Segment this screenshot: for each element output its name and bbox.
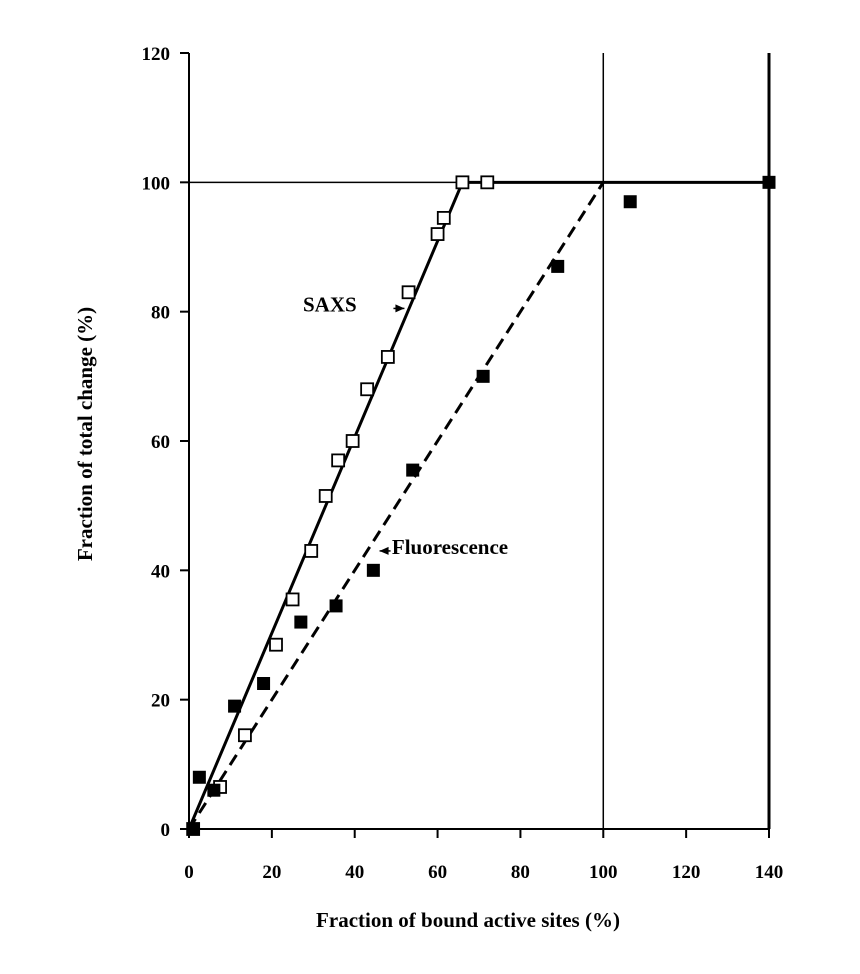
x-tick-label: 0 (184, 862, 194, 883)
data-point (345, 434, 360, 448)
data-point (285, 592, 300, 607)
y-tick-label: 0 (161, 820, 171, 841)
data-point (238, 728, 252, 743)
series-fluorescence (186, 175, 776, 836)
data-point (269, 637, 283, 652)
data-point (366, 563, 380, 577)
annotation-arrow (393, 304, 405, 313)
data-point (318, 489, 333, 503)
data-point (228, 699, 242, 713)
data-point (436, 210, 451, 225)
annotation-label: Fluorescence (392, 535, 508, 559)
data-point (762, 175, 776, 189)
y-tick-label: 100 (142, 173, 171, 194)
fit-lines (187, 180, 769, 830)
x-tick-label: 40 (345, 862, 364, 883)
axes (180, 52, 771, 838)
x-tick-label: 140 (755, 862, 784, 883)
data-point (257, 677, 271, 690)
data-point (192, 770, 206, 784)
data-point (551, 259, 565, 273)
y-tick-label: 60 (151, 432, 170, 453)
y-tick-label: 40 (151, 561, 170, 582)
data-point (476, 369, 490, 383)
y-tick-label: 80 (151, 303, 170, 324)
data-point (294, 615, 308, 629)
data-point (186, 822, 200, 836)
data-point (401, 285, 416, 300)
x-tick-label: 120 (672, 862, 701, 883)
series-saxs (186, 175, 495, 836)
annotation-arrow (379, 546, 391, 555)
data-point (329, 599, 343, 613)
y-tick-label: 20 (151, 691, 170, 712)
data-point (480, 175, 495, 190)
data-point (455, 175, 470, 190)
data-point (331, 453, 346, 468)
annotations: SAXS Fluorescence (303, 293, 508, 560)
fit-line-saxs (187, 180, 769, 830)
annotation-label: SAXS (303, 293, 357, 317)
x-tick-label: 60 (428, 862, 447, 883)
data-points (186, 175, 776, 836)
y-tick-label: 120 (142, 44, 171, 65)
x-tick-label: 80 (511, 862, 530, 883)
reference-lines (189, 53, 769, 829)
data-point (360, 382, 375, 397)
data-point (207, 783, 221, 797)
data-point (380, 350, 395, 364)
data-point (430, 227, 445, 241)
x-tick-label: 20 (262, 862, 281, 883)
data-point (623, 195, 637, 209)
fit-line-fluorescence (187, 181, 605, 830)
x-axis-title: Fraction of bound active sites (%) (316, 908, 620, 932)
arrow-head (379, 546, 389, 555)
arrow-head (395, 304, 405, 313)
data-point (304, 544, 319, 558)
y-axis-title: Fraction of total change (%) (73, 307, 97, 561)
data-point (406, 463, 420, 477)
x-tick-label: 100 (589, 862, 618, 883)
tick-labels: 0 20 40 60 80 100 120 0 20 40 60 80 100 120 140 (142, 44, 784, 883)
